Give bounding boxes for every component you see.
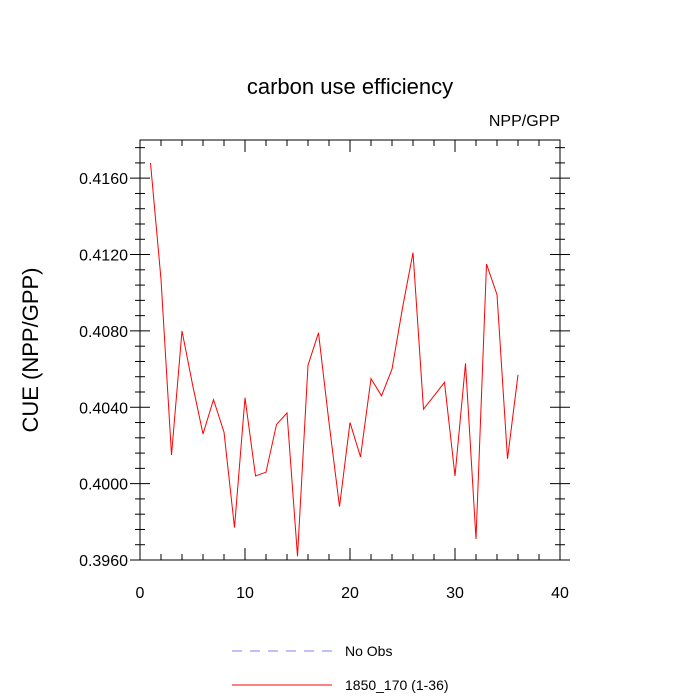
y-tick-label: 0.4040	[79, 400, 128, 417]
plot-frame	[139, 139, 561, 561]
y-axis-label: CUE (NPP/GPP)	[18, 267, 43, 432]
x-tick-label: 40	[551, 585, 569, 602]
y-tick-label: 0.3960	[79, 553, 128, 570]
y-tick-label: 0.4080	[79, 324, 128, 341]
x-tick-label: 30	[446, 585, 464, 602]
legend-label: No Obs	[345, 643, 392, 659]
x-tick-label: 20	[341, 585, 359, 602]
axis-tick-labels: 0 10 20 30 40 0.3960 0.4000 0.4040 0.4080 0.4120 0…	[79, 171, 569, 602]
legend: No Obs 1850_170 (1-36)	[232, 643, 449, 693]
legend-label: 1850_170 (1-36)	[345, 677, 449, 693]
chart-title: carbon use efficiency	[247, 74, 453, 99]
x-tick-label: 10	[236, 585, 254, 602]
y-tick-label: 0.4160	[79, 171, 128, 188]
axis-ticks	[130, 140, 570, 561]
chart-subtitle: NPP/GPP	[489, 113, 560, 130]
x-tick-label: 0	[136, 585, 145, 602]
y-tick-label: 0.4000	[79, 477, 128, 494]
y-tick-label: 0.4120	[79, 248, 128, 265]
series-lines	[150, 162, 519, 557]
series-line	[150, 162, 519, 557]
